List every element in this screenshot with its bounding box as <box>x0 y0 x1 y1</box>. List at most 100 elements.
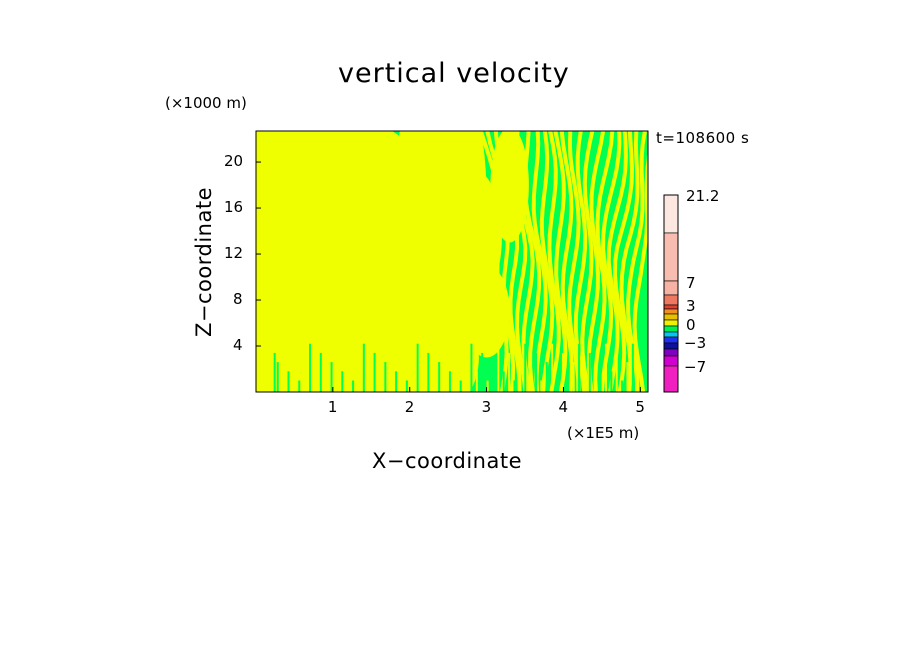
x-tick-label: 2 <box>404 398 415 416</box>
speckle <box>416 343 419 392</box>
stripe <box>580 131 595 392</box>
speckle <box>481 352 484 392</box>
speckle <box>303 362 306 392</box>
positive-region <box>394 185 456 255</box>
y-tick-marks <box>256 161 261 347</box>
x-tick-marks <box>332 387 641 392</box>
speckle <box>470 343 473 392</box>
speckle <box>298 380 301 392</box>
speckle <box>362 343 365 392</box>
speckle <box>561 352 564 392</box>
y-tick-label: 20 <box>224 152 244 171</box>
y-unit-label: (×1000 m) <box>165 94 247 112</box>
speckle <box>411 362 414 392</box>
speckle <box>325 380 328 392</box>
speckle <box>384 362 387 392</box>
colorbar-label: −7 <box>684 358 707 376</box>
plot-frame <box>255 130 649 393</box>
speckle <box>282 343 285 392</box>
colorbar-swatch <box>663 331 679 338</box>
speckle <box>273 352 276 392</box>
speckle <box>346 352 349 392</box>
stripe <box>619 131 640 392</box>
colorbar-swatch <box>663 365 679 393</box>
colorbar-label: 7 <box>686 274 696 292</box>
speckle <box>631 343 634 392</box>
speckle <box>448 371 451 392</box>
x-tick-label: 4 <box>558 398 568 416</box>
x-tick-label: 5 <box>635 398 645 416</box>
stripe <box>586 131 606 392</box>
colorbar-swatch <box>663 319 679 327</box>
y-tick-label: 12 <box>224 244 244 263</box>
colorbar-swatch <box>663 308 679 315</box>
stripe <box>606 131 628 392</box>
speckle <box>599 362 602 392</box>
speckle <box>389 343 392 392</box>
speckle <box>621 380 624 392</box>
speckle <box>545 362 548 392</box>
stripe <box>593 131 615 392</box>
colorbar-swatch <box>663 313 679 321</box>
speckle <box>502 371 505 392</box>
colorbar-swatch <box>663 348 679 357</box>
speckle <box>594 380 597 392</box>
positive-region <box>256 131 364 168</box>
speckle <box>276 362 279 392</box>
speckle <box>454 352 457 392</box>
stripe <box>531 131 548 392</box>
speckle <box>341 371 344 392</box>
speckle <box>352 380 355 392</box>
colorbar-label: 0 <box>686 316 696 334</box>
stripe <box>600 131 622 392</box>
time-label: t=108600 s <box>656 129 750 147</box>
speckle <box>368 371 371 392</box>
colorbar-swatch <box>663 336 679 344</box>
x-tick-label: 1 <box>327 398 338 416</box>
speckle <box>432 380 435 392</box>
speckle <box>271 380 274 392</box>
speckle <box>378 380 381 392</box>
y-tick-label: 8 <box>233 290 243 309</box>
speckle <box>508 352 511 392</box>
speckle <box>626 362 629 392</box>
colorbar-swatch <box>663 294 679 306</box>
colorbar-label: −3 <box>684 334 707 352</box>
colorbar-swatch <box>663 232 679 282</box>
speckle <box>513 380 516 392</box>
x-tick-label: 3 <box>481 398 492 416</box>
speckle <box>567 380 570 392</box>
speckle <box>556 371 559 392</box>
colorbar-swatch <box>663 304 679 310</box>
speckle <box>551 343 554 392</box>
speckle <box>459 380 462 392</box>
stripe <box>559 131 574 392</box>
y-axis-label: Z−coordinate <box>192 187 216 337</box>
stripe <box>478 131 509 392</box>
stripe <box>522 131 542 392</box>
stripe <box>632 151 648 392</box>
colorbar-swatch <box>663 280 679 296</box>
speckle <box>314 371 317 392</box>
stripe <box>547 131 561 392</box>
speckle <box>319 352 322 392</box>
stripe <box>553 131 568 392</box>
speckle <box>373 352 376 392</box>
stripe <box>493 131 522 392</box>
colorbar-swatch <box>663 355 679 367</box>
speckle <box>475 371 478 392</box>
stripe <box>513 131 535 392</box>
stripe <box>503 131 528 392</box>
heatmap-field <box>256 131 648 392</box>
colorbar-label: 3 <box>686 297 696 315</box>
speckle <box>465 362 468 392</box>
speckle <box>357 362 360 392</box>
speckle <box>518 362 521 392</box>
speckle <box>491 362 494 392</box>
y-tick-label: 4 <box>233 336 243 354</box>
speckle <box>540 380 543 392</box>
colorbar-label: 21.2 <box>686 187 720 205</box>
colorbar-swatch <box>663 342 679 350</box>
speckle <box>486 380 489 392</box>
